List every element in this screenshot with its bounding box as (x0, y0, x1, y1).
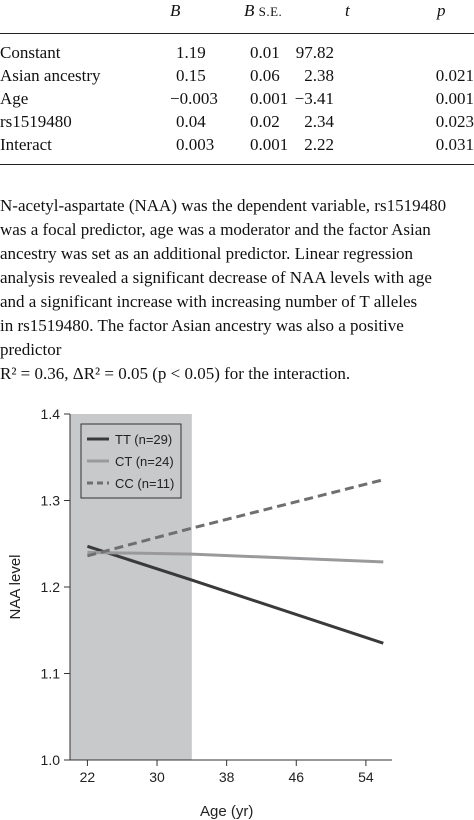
y-axis-label: NAA level (7, 554, 24, 619)
t-value: 97.82 (295, 43, 334, 62)
header-b: B (170, 1, 181, 20)
series-line-ct (87, 550, 384, 564)
bse-value: 0.02 (250, 112, 280, 131)
legend-label: TT (n=29) (115, 432, 172, 447)
b-value: −0.003 (170, 89, 218, 108)
table-footnote: N-acetyl-aspartate (NAA) was the depende… (0, 194, 474, 386)
footnote-line: and a significant increase with increasi… (0, 292, 418, 311)
naa-age-line-chart: 1.0 1.1 1.2 1.3 1.4 22 30 38 46 54 Age (yr) NAA lev… (7, 408, 392, 820)
bse-value: 0.001 (250, 135, 289, 154)
row-label: Constant (0, 43, 61, 62)
table-bottom-rule (0, 164, 474, 165)
t-value: 2.34 (304, 112, 334, 131)
header-b-se: B S.E. (244, 1, 283, 20)
row-label: Asian ancestry (0, 66, 101, 85)
y-tick-label: 1.3 (41, 493, 61, 509)
t-value: 2.22 (304, 135, 334, 154)
regression-table: B B S.E. t p Constant 1.19 0.01 97.82 As… (0, 0, 474, 165)
p-value: 0.021 (435, 66, 474, 85)
y-tick-label: 1.2 (41, 579, 61, 595)
y-tick-label: 1.1 (41, 666, 61, 682)
bse-value: 0.06 (250, 66, 280, 85)
bse-value: 0.001 (250, 89, 289, 108)
row-label: rs1519480 (0, 112, 72, 131)
footnote-line: ancestry was set as an additional predic… (0, 244, 414, 263)
footnote-line: predictor (0, 340, 62, 359)
header-t: t (345, 1, 350, 20)
b-value: 0.04 (176, 112, 206, 131)
b-value: 0.15 (176, 66, 206, 85)
x-axis-label: Age (yr) (200, 803, 253, 820)
b-value: 0.003 (176, 135, 215, 154)
footnote-line: in rs1519480. The factor Asian ancestry … (0, 316, 404, 335)
p-value: 0.023 (435, 112, 474, 131)
y-tick-label: 1.4 (41, 408, 61, 422)
legend-label: CC (n=11) (115, 476, 174, 491)
b-value: 1.19 (176, 43, 206, 62)
series-line-tt (86, 544, 384, 645)
y-tick-label: 1.0 (41, 752, 61, 768)
bse-value: 0.01 (250, 43, 280, 62)
footnote-line: analysis revealed a significant decrease… (0, 268, 432, 287)
header-p: p (437, 1, 446, 20)
series-line-cc (87, 478, 384, 558)
footnote-line: was a focal predictor, age was a moderat… (0, 220, 431, 239)
row-label: Age (0, 89, 29, 108)
x-tick-label: 30 (149, 769, 165, 785)
p-value: 0.031 (435, 135, 474, 154)
x-tick-label: 38 (219, 769, 235, 785)
p-value: 0.001 (435, 89, 474, 108)
footnote-line: N-acetyl-aspartate (NAA) was the depende… (0, 196, 447, 215)
x-tick-label: 22 (80, 769, 96, 785)
table-header-rule (0, 33, 474, 34)
row-label: Interact (0, 135, 52, 154)
x-tick-label: 54 (358, 769, 374, 785)
x-tick-label: 46 (288, 769, 304, 785)
footnote-line: R² = 0.36, ΔR² = 0.05 (p < 0.05) for the… (0, 364, 351, 383)
legend-label: CT (n=24) (115, 454, 174, 469)
t-value: −3.41 (294, 89, 334, 108)
t-value: 2.38 (304, 66, 334, 85)
